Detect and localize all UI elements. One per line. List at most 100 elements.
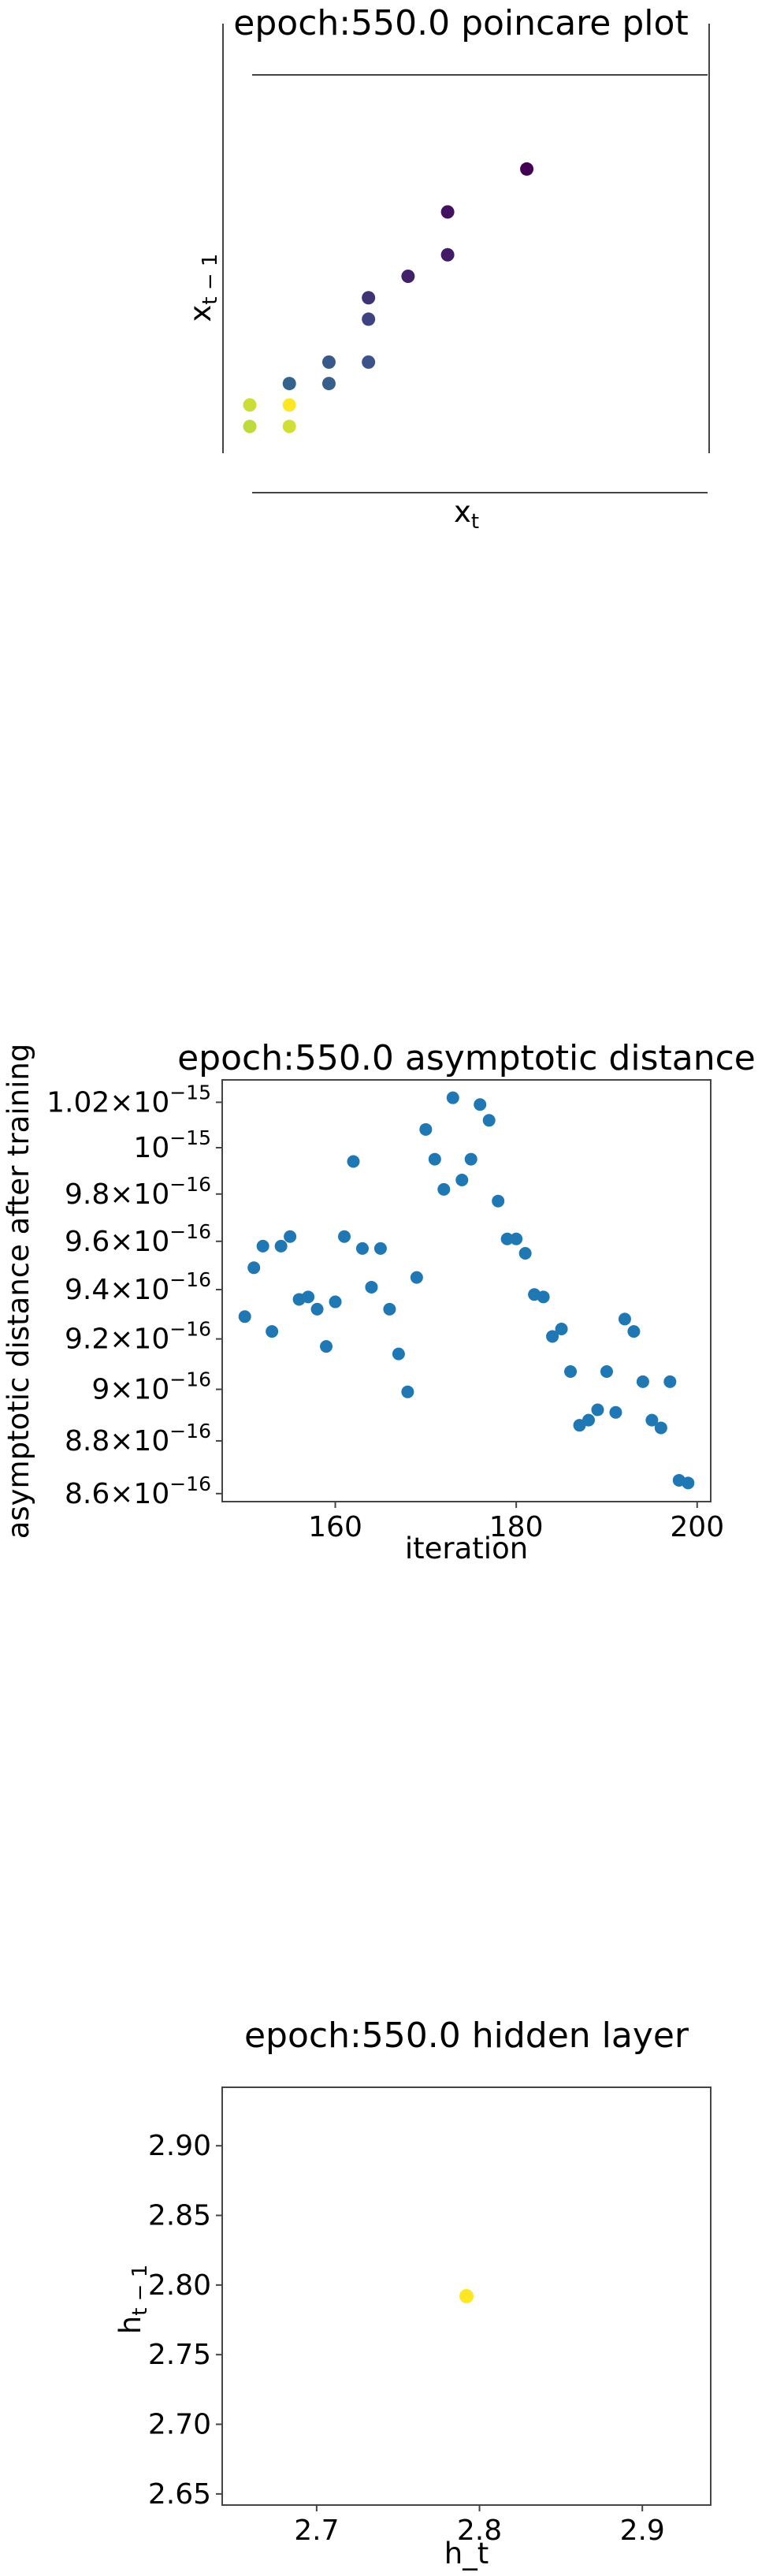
asymptotic-title: epoch:550.0 asymptotic distance	[177, 1038, 756, 1078]
y-tick-label: 2.85	[148, 2200, 211, 2232]
distance-point	[500, 1232, 514, 1245]
distance-point	[247, 1261, 261, 1275]
x-tick-label: 2.7	[294, 2515, 339, 2547]
distance-point	[428, 1152, 441, 1166]
distance-point	[256, 1239, 269, 1253]
distance-point	[419, 1122, 433, 1136]
distance-point	[618, 1312, 631, 1326]
distance-point	[546, 1330, 559, 1343]
poincare-ylabel: xt − 1	[184, 254, 222, 322]
distance-point	[682, 1476, 695, 1490]
poincare-points	[243, 162, 534, 434]
distance-point	[347, 1155, 360, 1168]
poincare-point	[362, 312, 376, 326]
y-tick-label: 2.65	[148, 2478, 211, 2511]
distance-point	[320, 1340, 333, 1353]
asymptotic-ylabel: asymptotic distance after training	[2, 1044, 35, 1539]
distance-point	[266, 1325, 279, 1338]
y-tick-label: 1.02×10−15	[46, 1081, 211, 1119]
hidden-frame	[221, 2086, 712, 2506]
x-tick-label: 160	[308, 1511, 362, 1543]
hidden-xticks: 2.7 2.8 2.9	[294, 2505, 665, 2547]
distance-point	[474, 1098, 487, 1111]
distance-point	[392, 1347, 405, 1361]
distance-point	[302, 1290, 315, 1304]
x-tick-label: 2.8	[457, 2515, 502, 2547]
distance-point	[600, 1365, 613, 1379]
distance-point	[591, 1403, 604, 1416]
distance-point	[284, 1230, 297, 1243]
x-tick-label: 2.9	[620, 2515, 665, 2547]
distance-point	[636, 1375, 649, 1388]
asymptotic-xticks: 160 180 200	[308, 1502, 724, 1543]
distance-point	[464, 1152, 477, 1166]
y-tick-label: 2.80	[148, 2269, 211, 2302]
distance-point	[555, 1322, 568, 1335]
distance-point	[654, 1421, 667, 1435]
poincare-point	[321, 377, 336, 391]
y-tick-label: 9.4×10−16	[65, 1268, 211, 1306]
distance-point	[365, 1280, 378, 1294]
hidden-layer-chart: epoch:550.0 hidden layer 2.65 2.70 2.75 2.8…	[113, 2016, 712, 2570]
distance-point	[609, 1405, 622, 1419]
y-tick-label: 2.70	[148, 2409, 211, 2441]
hidden-xlabel: h_t	[444, 2537, 489, 2570]
x-tick-label: 200	[670, 1511, 724, 1543]
poincare-point	[440, 248, 455, 262]
poincare-point	[282, 419, 296, 434]
distance-point	[663, 1375, 677, 1388]
y-tick-label: 9×10−16	[91, 1368, 211, 1406]
distance-point	[564, 1365, 578, 1379]
distance-point	[310, 1302, 324, 1316]
distance-point	[238, 1310, 251, 1323]
hidden-title: epoch:550.0 hidden layer	[244, 2016, 689, 2056]
asymptotic-xlabel: iteration	[405, 1532, 528, 1565]
y-tick-label: 9.6×10−16	[65, 1220, 211, 1258]
distance-point	[446, 1091, 459, 1104]
distance-point	[338, 1230, 351, 1243]
poincare-point	[243, 419, 257, 434]
distance-point	[383, 1302, 396, 1316]
y-tick-label: 10−15	[133, 1126, 211, 1164]
distance-point	[274, 1239, 288, 1253]
x-tick-label: 180	[489, 1511, 544, 1543]
y-tick-label: 9.8×10−16	[65, 1173, 211, 1211]
hidden-points	[459, 2289, 474, 2303]
distance-point	[373, 1241, 387, 1255]
poincare-point	[321, 355, 336, 369]
distance-point	[510, 1232, 523, 1245]
y-tick-label: 2.90	[148, 2130, 211, 2162]
y-tick-label: 8.8×10−16	[65, 1420, 211, 1457]
poincare-point	[440, 205, 455, 219]
poincare-point	[401, 270, 415, 283]
distance-point	[627, 1325, 641, 1338]
poincare-point	[520, 162, 534, 176]
hidden-point	[459, 2289, 474, 2303]
distance-point	[645, 1413, 659, 1427]
distance-point	[437, 1182, 451, 1196]
hidden-ylabel: ht − 1	[113, 2265, 152, 2335]
distance-point	[355, 1241, 369, 1255]
asymptotic-points	[238, 1091, 695, 1490]
poincare-chart: epoch:550.0 poincare plot xt xt − 1	[184, 3, 710, 534]
asymptotic-chart: epoch:550.0 asymptotic distance 1.02×10−…	[2, 1038, 756, 1565]
poincare-point	[362, 355, 376, 369]
y-tick-label: 9.2×10−16	[65, 1318, 211, 1356]
poincare-point	[282, 398, 296, 412]
poincare-title: epoch:550.0 poincare plot	[233, 3, 688, 43]
distance-point	[455, 1174, 469, 1187]
poincare-point	[362, 291, 376, 305]
distance-point	[410, 1271, 423, 1284]
y-tick-label: 2.75	[148, 2339, 211, 2371]
distance-point	[492, 1194, 505, 1208]
poincare-point	[243, 398, 257, 412]
distance-point	[329, 1295, 342, 1308]
poincare-point	[282, 377, 296, 391]
distance-point	[582, 1413, 595, 1427]
distance-point	[401, 1385, 414, 1398]
hidden-yticks: 2.65 2.70 2.75 2.80 2.85 2.90	[148, 2130, 222, 2511]
asymptotic-frame	[221, 1079, 712, 1502]
distance-point	[537, 1290, 550, 1304]
distance-point	[482, 1114, 496, 1127]
